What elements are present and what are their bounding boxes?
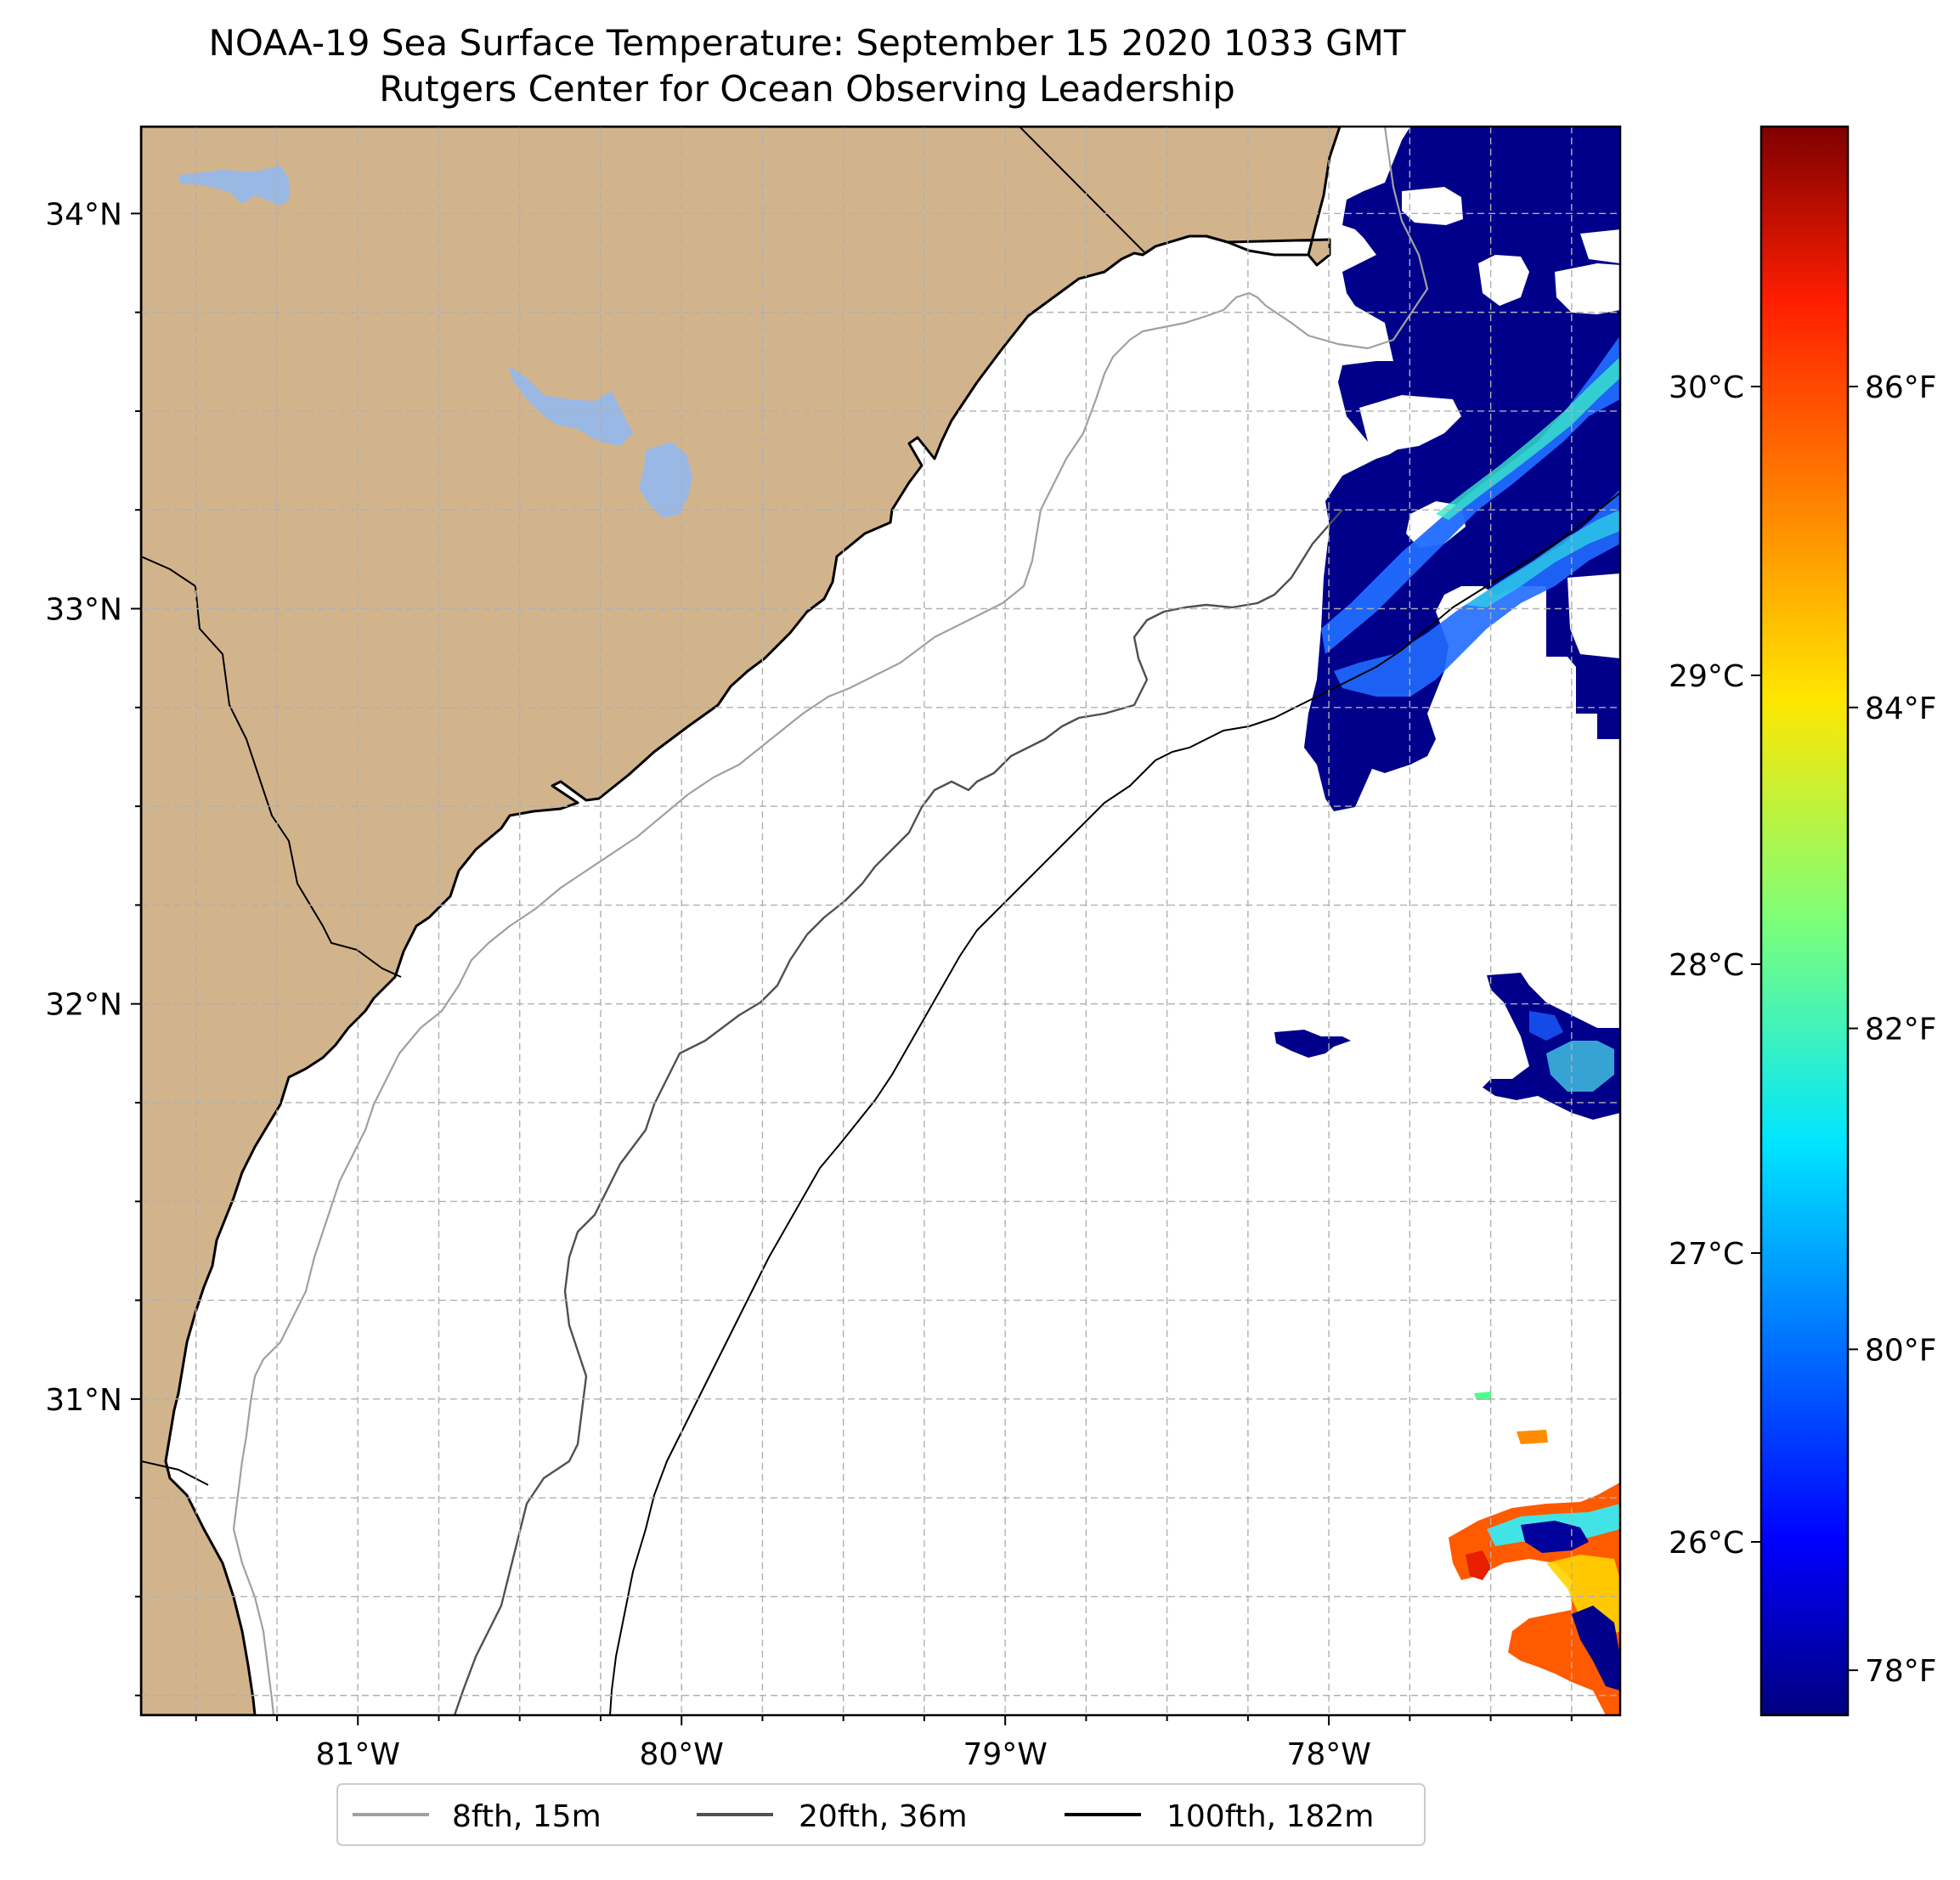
fahrenheit-tick-label: 82°F bbox=[1865, 1013, 1937, 1047]
lake-small bbox=[639, 442, 692, 518]
celsius-tick-label: 27°C bbox=[1669, 1237, 1744, 1272]
fahrenheit-tick-label: 80°F bbox=[1865, 1333, 1937, 1368]
lat-tick-label: 33°N bbox=[45, 593, 122, 628]
lon-tick-label: 78°W bbox=[1286, 1737, 1370, 1772]
isobath-15m bbox=[232, 127, 1429, 1715]
fahrenheit-tick-label: 86°F bbox=[1865, 370, 1937, 405]
colorbar-ticks: 30°C 29°C 28°C 27°C 26°C 86°F 84°F 82°F 80°F 78°F bbox=[1669, 370, 1936, 1689]
colorbar bbox=[1759, 125, 1850, 1717]
lon-tick-label: 80°W bbox=[640, 1737, 724, 1772]
legend-label-36m: 20fth, 36m bbox=[799, 1799, 968, 1834]
sst-patch-south-red bbox=[1466, 1550, 1491, 1580]
state-border bbox=[141, 127, 1146, 1486]
legend-label-182m: 100fth, 182m bbox=[1166, 1799, 1374, 1834]
lake-moultrie bbox=[508, 365, 633, 446]
lon-tick-label: 81°W bbox=[316, 1737, 400, 1772]
sst-patch-small bbox=[1274, 1030, 1351, 1058]
sst-patch-blob-a bbox=[1474, 1392, 1491, 1400]
isobath-36m bbox=[453, 509, 1343, 1715]
celsius-tick-label: 26°C bbox=[1669, 1526, 1744, 1561]
gulf-stream-core bbox=[1436, 357, 1620, 520]
sst-patch-east-mid bbox=[1529, 1011, 1563, 1041]
sst-patch-east-warm bbox=[1546, 1041, 1614, 1092]
isobath-182m bbox=[609, 492, 1620, 1715]
celsius-tick-label: 30°C bbox=[1669, 370, 1744, 405]
lat-tick-label: 34°N bbox=[45, 197, 122, 232]
gulf-stream-band-2 bbox=[1334, 488, 1620, 697]
map-frame bbox=[139, 125, 1622, 1717]
lake-marion bbox=[178, 166, 289, 206]
coastline bbox=[1144, 234, 1308, 257]
legend: 8fth, 15m 20fth, 36m 100fth, 182m bbox=[336, 1783, 1426, 1846]
lat-tick-label: 31°N bbox=[45, 1383, 122, 1418]
cloud-hole bbox=[1402, 187, 1463, 225]
lat-tick-label: 32°N bbox=[45, 988, 122, 1023]
cloud-hole bbox=[1567, 573, 1620, 658]
chart-title: NOAA-19 Sea Surface Temperature: Septemb… bbox=[208, 22, 1406, 64]
sst-patch-north bbox=[1304, 127, 1620, 811]
gulf-stream-core-2 bbox=[1466, 510, 1620, 607]
sst-patch-south-streak bbox=[1572, 1606, 1620, 1691]
land-mass bbox=[141, 127, 1341, 1715]
legend-box bbox=[336, 1783, 1426, 1846]
legend-label-15m: 8fth, 15m bbox=[452, 1799, 602, 1834]
gridlines bbox=[141, 127, 1620, 1715]
fahrenheit-tick-label: 78°F bbox=[1865, 1654, 1937, 1689]
celsius-tick-label: 28°C bbox=[1669, 948, 1744, 983]
celsius-tick-label: 29°C bbox=[1669, 659, 1744, 694]
sst-data bbox=[1274, 127, 1620, 1715]
fahrenheit-tick-label: 84°F bbox=[1865, 692, 1937, 726]
chart-subtitle: Rutgers Center for Ocean Observing Leade… bbox=[379, 68, 1235, 110]
cloud-hole bbox=[1580, 229, 1620, 263]
lon-tick-label: 79°W bbox=[963, 1737, 1047, 1772]
sst-patch-blob-b bbox=[1517, 1430, 1548, 1444]
cloud-hole bbox=[1359, 395, 1461, 450]
map-axes: 81°W 80°W 79°W 78°W 34°N 33°N 32°N 31°N bbox=[45, 197, 1573, 1772]
